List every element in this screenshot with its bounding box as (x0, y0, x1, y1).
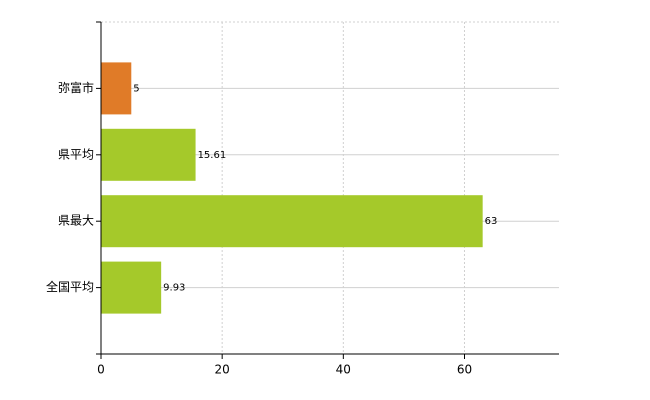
value-label: 9.93 (163, 283, 185, 294)
value-label: 5 (133, 83, 139, 94)
y-tick-label: 弥富市 (58, 80, 94, 95)
bar (101, 195, 483, 248)
value-label: 15.61 (198, 150, 227, 161)
y-tick-label: 県最大 (58, 214, 94, 228)
x-tick-label: 0 (97, 363, 105, 377)
y-tick-label: 全国平均 (46, 279, 94, 294)
bar (101, 62, 132, 115)
x-tick-label: 60 (457, 363, 472, 377)
x-tick-label: 20 (215, 363, 230, 377)
bar (101, 261, 162, 314)
value-label: 63 (485, 216, 498, 227)
bar (101, 128, 196, 181)
x-tick-label: 40 (336, 363, 351, 377)
y-tick-label: 県平均 (58, 147, 94, 161)
